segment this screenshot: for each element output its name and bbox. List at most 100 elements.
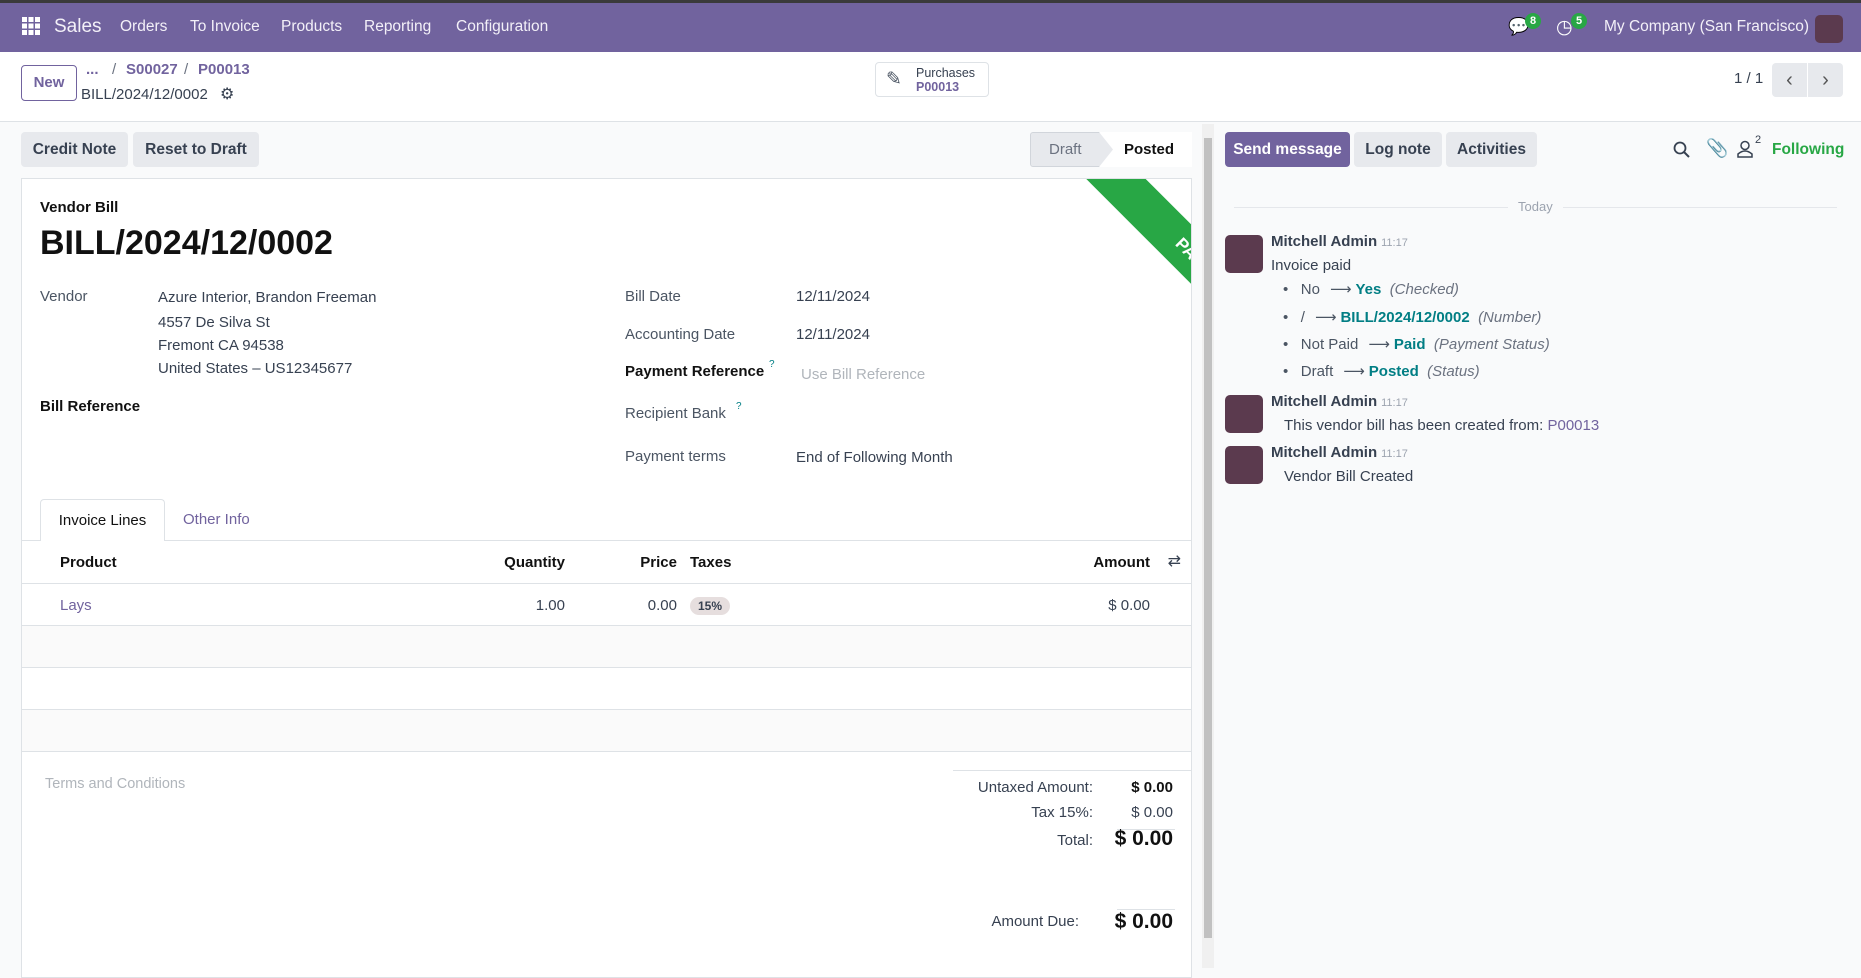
search-icon[interactable] <box>1673 141 1690 158</box>
author-name[interactable]: Mitchell Admin <box>1271 233 1378 250</box>
amount-due-value: $ 0.00 <box>1114 910 1173 933</box>
status-posted[interactable]: Posted <box>1124 141 1175 158</box>
tracking-change: • Draft ⟶ Posted (Status) <box>1283 363 1480 380</box>
column-quantity[interactable]: Quantity <box>504 554 565 571</box>
menu-products[interactable]: Products <box>281 18 343 35</box>
log-note-button[interactable]: Log note <box>1354 132 1442 167</box>
form-sheet: PAID Vendor Bill BILL/2024/12/0002 Vendo… <box>21 178 1192 978</box>
edit-icon: ✎ <box>886 69 902 90</box>
activities-badge: 5 <box>1571 13 1587 29</box>
smart-button-value: P00013 <box>916 80 960 94</box>
menu-reporting[interactable]: Reporting <box>364 18 432 35</box>
tab-other-info[interactable]: Other Info <box>183 511 250 528</box>
gear-icon[interactable]: ⚙ <box>220 86 235 103</box>
line-quantity[interactable]: 1.00 <box>535 597 565 614</box>
pager-previous-button[interactable]: ‹ <box>1772 63 1807 97</box>
vendor-link[interactable]: Azure Interior, Brandon Freeman <box>158 289 377 306</box>
vendor-label: Vendor <box>40 288 88 305</box>
menu-to-invoice[interactable]: To Invoice <box>190 18 260 35</box>
new-button[interactable]: New <box>21 65 77 101</box>
author-name[interactable]: Mitchell Admin <box>1271 444 1378 461</box>
help-icon[interactable]: ? <box>769 359 775 370</box>
activities-button[interactable]: Activities <box>1446 132 1537 167</box>
messages-badge: 8 <box>1525 13 1541 29</box>
menu-orders[interactable]: Orders <box>120 18 168 35</box>
tracking-change: • No ⟶ Yes (Checked) <box>1283 281 1459 298</box>
message-time: 11:17 <box>1381 237 1408 249</box>
reset-to-draft-button[interactable]: Reset to Draft <box>133 132 259 167</box>
app-name[interactable]: Sales <box>54 16 102 37</box>
total-value: $ 0.00 <box>1114 827 1173 850</box>
accounting-date-field[interactable]: 12/11/2024 <box>796 326 870 343</box>
credit-note-button[interactable]: Credit Note <box>21 132 128 167</box>
pager-next-button[interactable]: › <box>1808 63 1843 97</box>
vendor-address-line: United States – US12345677 <box>158 360 353 377</box>
author-avatar[interactable] <box>1225 395 1263 433</box>
message-body: Vendor Bill Created <box>1284 468 1414 485</box>
status-draft[interactable]: Draft <box>1049 141 1082 158</box>
optional-columns-toggle-icon[interactable]: ⇄ <box>1167 553 1181 570</box>
author-avatar[interactable] <box>1225 446 1263 484</box>
control-panel: New ... / S00027 / P00013 BILL/2024/12/0… <box>0 52 1861 122</box>
tracking-change: • / ⟶ BILL/2024/12/0002 (Number) <box>1283 309 1542 326</box>
recipient-bank-label: Recipient Bank <box>625 405 726 422</box>
messages-icon[interactable]: 💬 <box>1508 17 1530 36</box>
payment-terms-field[interactable]: End of Following Month <box>796 449 953 466</box>
tax-value: $ 0.00 <box>1131 804 1173 821</box>
breadcrumb-s00027[interactable]: S00027 <box>126 61 178 78</box>
author-avatar[interactable] <box>1225 235 1263 273</box>
smart-button-label: Purchases <box>916 66 976 80</box>
user-avatar[interactable] <box>1815 15 1843 43</box>
terms-input[interactable]: Terms and Conditions <box>45 776 186 792</box>
empty-row <box>22 626 1191 668</box>
send-message-button[interactable]: Send message <box>1225 132 1350 167</box>
tracking-change: • Not Paid ⟶ Paid (Payment Status) <box>1283 336 1550 353</box>
vendor-address-line: Fremont CA 94538 <box>158 337 284 354</box>
column-taxes[interactable]: Taxes <box>690 554 732 571</box>
pager-value: 1 / 1 <box>1734 70 1764 87</box>
bill-date-field[interactable]: 12/11/2024 <box>796 288 870 305</box>
line-tax-badge: 15% <box>690 597 731 615</box>
purchases-smart-button[interactable]: ✎ Purchases P00013 <box>875 62 989 97</box>
author-name[interactable]: Mitchell Admin <box>1271 393 1378 410</box>
empty-row <box>22 710 1191 752</box>
following-button[interactable]: Following <box>1772 141 1845 158</box>
line-product[interactable]: Lays <box>60 597 92 614</box>
help-icon[interactable]: ? <box>736 401 742 412</box>
bill-date-label: Bill Date <box>625 288 681 305</box>
column-amount[interactable]: Amount <box>1093 554 1150 571</box>
menu-configuration[interactable]: Configuration <box>456 18 549 35</box>
total-label: Total: <box>1057 832 1093 849</box>
tab-invoice-lines[interactable]: Invoice Lines <box>40 499 165 541</box>
breadcrumb-p00013[interactable]: P00013 <box>198 61 250 78</box>
followers-icon[interactable] <box>1737 140 1753 158</box>
column-price[interactable]: Price <box>640 554 677 571</box>
line-amount: $ 0.00 <box>1108 597 1150 614</box>
paid-ribbon: PAID <box>1071 179 1192 376</box>
untaxed-value: $ 0.00 <box>1131 779 1173 796</box>
untaxed-label: Untaxed Amount: <box>977 779 1093 796</box>
attachment-paperclip-icon[interactable]: 📎 <box>1706 138 1729 158</box>
company-switcher[interactable]: My Company (San Francisco) <box>1604 18 1810 35</box>
followers-count: 2 <box>1755 134 1762 146</box>
apps-grid-icon[interactable] <box>22 17 40 35</box>
payment-terms-label: Payment terms <box>625 448 726 465</box>
activity-clock-icon[interactable]: ◷ <box>1556 17 1573 38</box>
form-scrollbar[interactable] <box>1202 124 1214 968</box>
vendor-address-line: 4557 De Silva St <box>158 314 270 331</box>
source-document-link[interactable]: P00013 <box>1547 417 1600 434</box>
bill-reference-label: Bill Reference <box>40 398 141 415</box>
top-navbar: Sales Orders To Invoice Products Reporti… <box>0 0 1861 52</box>
accounting-date-label: Accounting Date <box>625 326 736 343</box>
status-bar: Draft Posted <box>1030 132 1192 167</box>
message-time: 11:17 <box>1381 448 1408 460</box>
breadcrumb-more[interactable]: ... <box>86 61 99 78</box>
ribbon-text: PAID <box>1171 234 1192 276</box>
line-price[interactable]: 0.00 <box>647 597 677 614</box>
page-title: BILL/2024/12/0002 <box>40 224 333 262</box>
document-type: Vendor Bill <box>40 199 119 216</box>
column-product[interactable]: Product <box>60 554 117 571</box>
payment-reference-input[interactable]: Use Bill Reference <box>801 366 926 383</box>
tax-label: Tax 15%: <box>1031 804 1093 821</box>
message-body: This vendor bill has been created from: <box>1284 417 1548 434</box>
